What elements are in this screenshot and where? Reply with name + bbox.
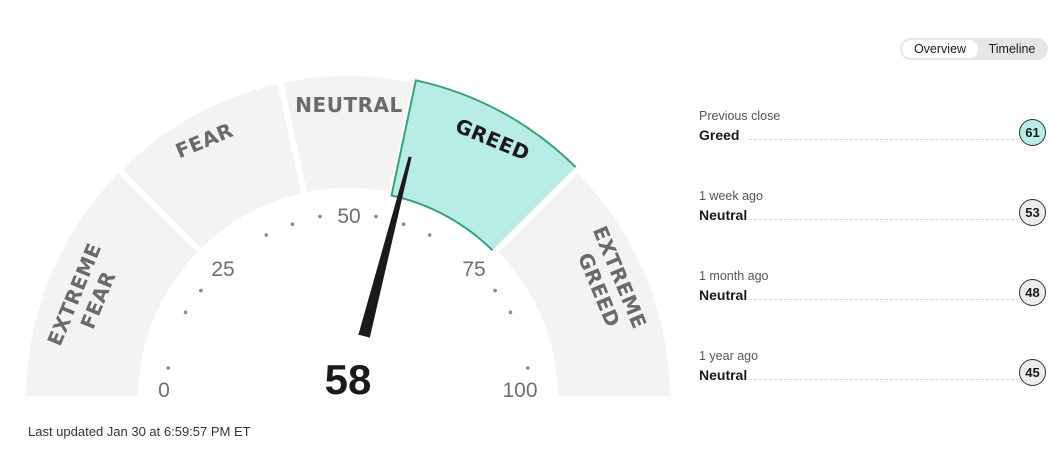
history-period: Previous close (699, 109, 781, 123)
history-row-1-week-ago: 1 week ago Neutral 53 (699, 189, 1047, 239)
history-period: 1 year ago (699, 349, 759, 363)
history-rating: Neutral (699, 367, 748, 383)
history-rating: Greed (699, 127, 740, 143)
scale-label-0: 0 (158, 379, 170, 402)
history-value-badge: 61 (1019, 119, 1046, 146)
tab-timeline[interactable]: Timeline (988, 42, 1036, 56)
history-value-badge: 53 (1019, 199, 1046, 226)
history-row-1-year-ago: 1 year ago Neutral 45 (699, 349, 1047, 399)
scale-label-50: 50 (337, 205, 360, 228)
scale-label-75: 75 (462, 258, 485, 281)
last-updated: Last updated Jan 30 at 6:59:57 PM ET (28, 424, 251, 439)
gauge-center-disc (283, 334, 413, 399)
history-value-badge: 48 (1019, 279, 1046, 306)
dotted-leader (749, 139, 1019, 140)
scale-label-100: 100 (502, 379, 537, 402)
gauge-dots (166, 214, 530, 370)
dotted-leader (749, 379, 1019, 380)
dotted-leader (749, 299, 1019, 300)
segment-extreme-greed (490, 164, 677, 402)
history-period: 1 week ago (699, 189, 763, 203)
fear-greed-gauge: 0 25 50 75 100 EXTREME FEAR FEAR NEUTRAL… (23, 73, 677, 403)
history-value-badge: 45 (1019, 359, 1046, 386)
history-period: 1 month ago (699, 269, 769, 283)
gauge-value: 58 (325, 356, 372, 403)
history-rating: Neutral (699, 207, 748, 223)
history-row-previous-close: Previous close Greed 61 (699, 109, 1047, 159)
segment-label-neutral: NEUTRAL (295, 93, 402, 117)
history-row-1-month-ago: 1 month ago Neutral 48 (699, 269, 1047, 319)
view-toggle: Overview Timeline (900, 38, 1048, 60)
tab-overview[interactable]: Overview (902, 40, 978, 58)
dotted-leader (749, 219, 1019, 220)
history-rating: Neutral (699, 287, 748, 303)
gauge-needle (357, 156, 412, 343)
scale-label-25: 25 (211, 258, 234, 281)
